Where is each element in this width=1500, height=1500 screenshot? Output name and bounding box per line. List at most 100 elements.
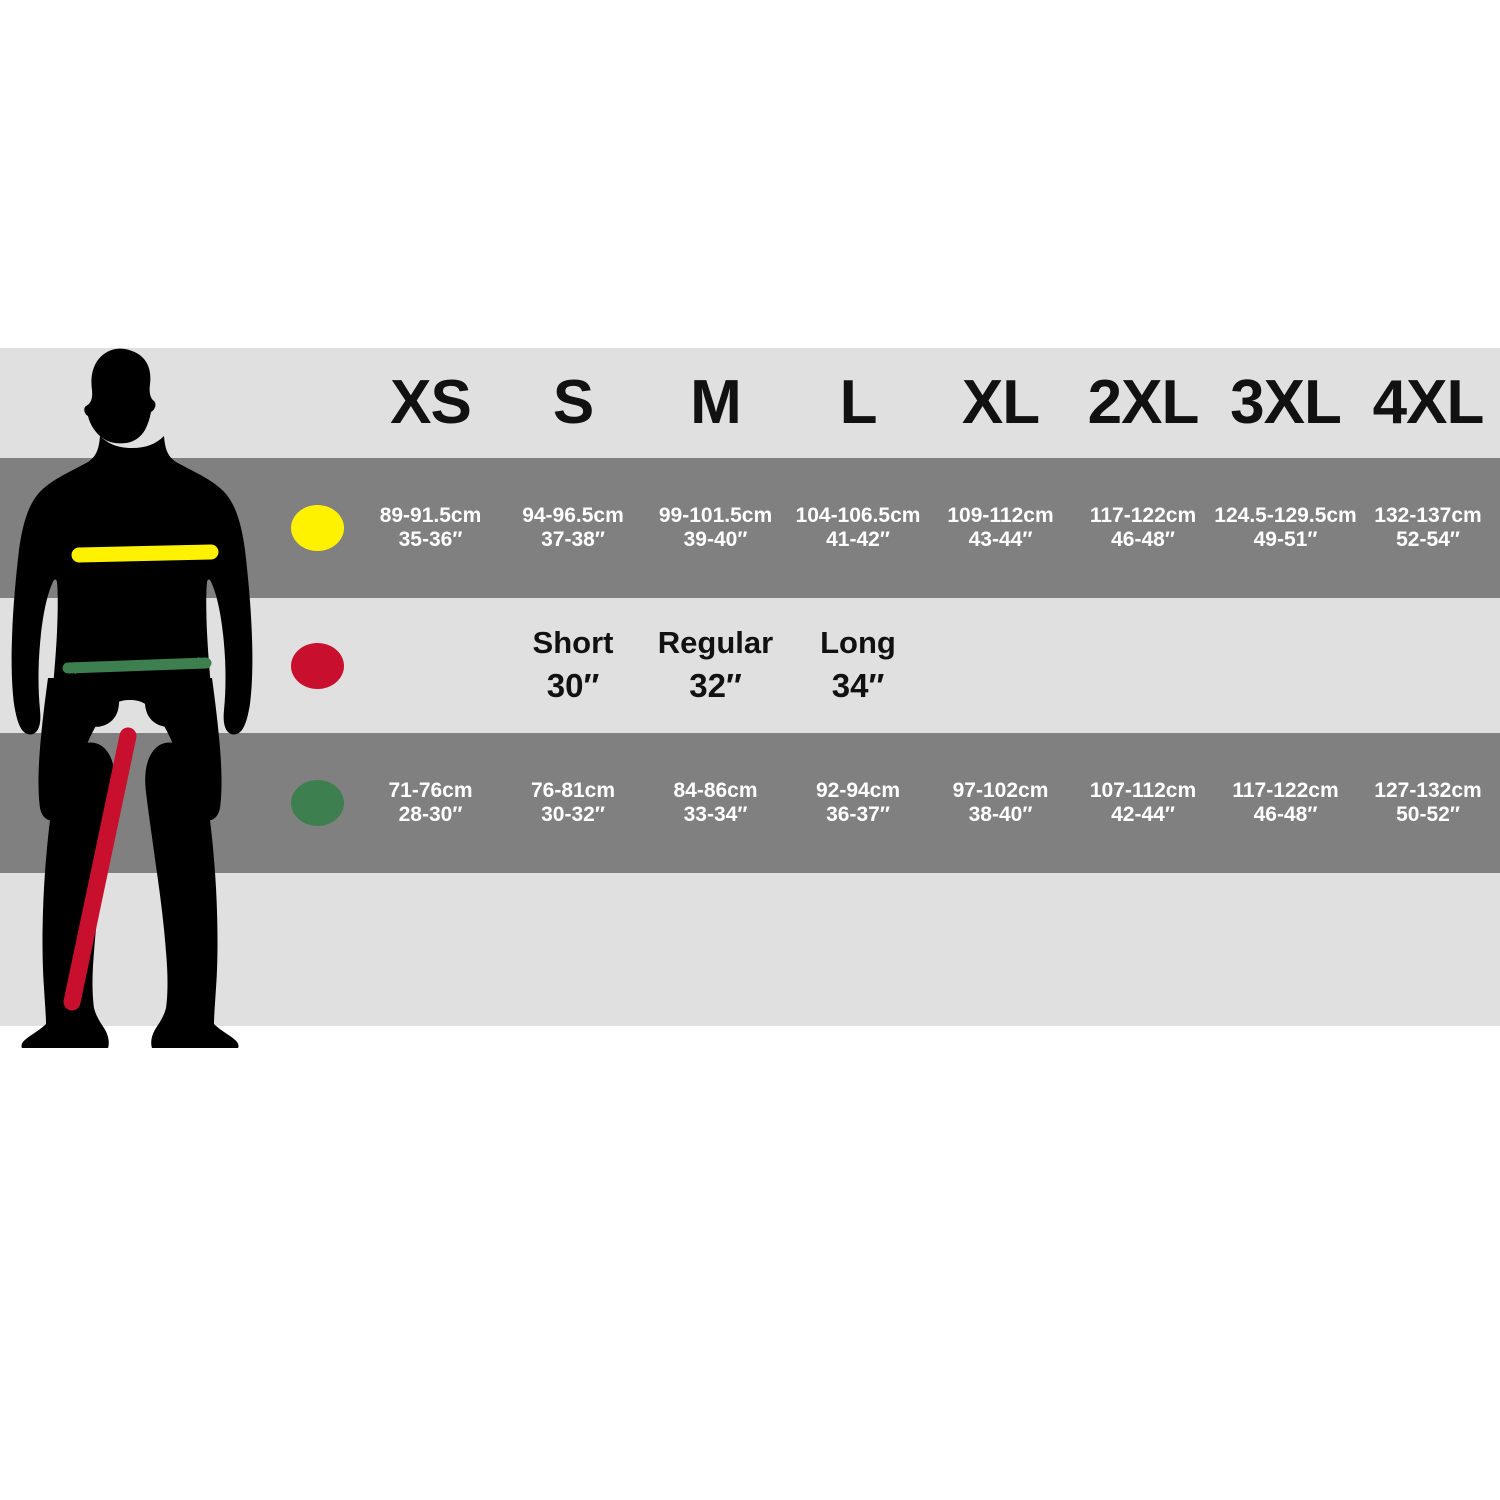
measurement-cm: 92-94cm — [815, 779, 901, 803]
inseam-cell-4xl — [1357, 598, 1499, 733]
size-header-3xl: 3XL — [1215, 348, 1356, 458]
size-header-label: XL — [961, 368, 1040, 438]
measurement-in: 52-54″ — [1396, 528, 1460, 551]
measurement-cell-waist-xs: 71-76cm 28-30″ — [360, 733, 501, 873]
inseam-cell-xs — [360, 598, 501, 733]
measurement-cm: 84-86cm — [673, 779, 758, 803]
inseam-cell-2xl — [1072, 598, 1214, 733]
measurement-cell-chest-l: 104-106.5cm 41-42″ — [787, 458, 929, 598]
size-header-s: S — [502, 348, 644, 458]
measurement-in: 35-36″ — [398, 528, 463, 551]
measurement-cm: 89-91.5cm — [379, 504, 482, 528]
measurement-cell-waist-3xl: 117-122cm 46-48″ — [1215, 733, 1356, 873]
size-header-xl: XL — [930, 348, 1071, 458]
measurement-in: 43-44″ — [968, 528, 1033, 551]
size-header-label: L — [839, 368, 878, 438]
size-header-label: 4XL — [1372, 368, 1485, 438]
size-header-2xl: 2XL — [1072, 348, 1214, 458]
measurement-cell-chest-xs: 89-91.5cm 35-36″ — [360, 458, 501, 598]
size-header-label: 3XL — [1230, 368, 1342, 438]
size-header-label: M — [690, 368, 742, 438]
measurement-cell-chest-4xl: 132-137cm 52-54″ — [1357, 458, 1499, 598]
measurement-cm: 124.5-129.5cm — [1214, 504, 1357, 528]
measurement-cm: 71-76cm — [388, 779, 473, 803]
measurement-cm: 117-122cm — [1089, 504, 1197, 528]
inseam-cell-m: Regular 32″ — [645, 598, 786, 733]
measurement-in: 50-52″ — [1396, 803, 1460, 826]
measurement-cm: 132-137cm — [1374, 504, 1482, 528]
size-header-label: 2XL — [1087, 368, 1200, 438]
inseam-cell-3xl — [1215, 598, 1356, 733]
green-dot — [291, 780, 344, 826]
inseam-cell-l: Long 34″ — [787, 598, 929, 733]
yellow-dot — [291, 505, 344, 551]
footer-cell-xs — [360, 873, 501, 1026]
measurement-in: 49-51″ — [1253, 528, 1318, 551]
footer-cell-3xl — [1215, 873, 1356, 1026]
size-header-label: S — [552, 368, 594, 438]
inseam-label: Long — [820, 625, 896, 661]
measurement-in: 39-40″ — [683, 528, 748, 551]
legend-header-cell — [282, 348, 353, 458]
legend-dot-cell-0 — [282, 458, 353, 598]
inseam-cell-xl — [930, 598, 1071, 733]
measurement-cell-chest-s: 94-96.5cm 37-38″ — [502, 458, 644, 598]
size-header-xs: XS — [360, 348, 501, 458]
measurement-cm: 76-81cm — [530, 779, 616, 803]
size-header-label: XS — [390, 368, 472, 438]
footer-cell-m — [645, 873, 786, 1026]
measurement-in: 38-40″ — [968, 803, 1033, 826]
chest-measure-line-icon — [71, 544, 219, 563]
measurement-cell-waist-m: 84-86cm 33-34″ — [645, 733, 786, 873]
measurement-cell-waist-4xl: 127-132cm 50-52″ — [1357, 733, 1499, 873]
measurement-cell-chest-2xl: 117-122cm 46-48″ — [1072, 458, 1214, 598]
footer-cell-xl — [930, 873, 1071, 1026]
inseam-label: Short — [532, 625, 614, 661]
inseam-label: Regular — [657, 625, 774, 661]
footer-cell-2xl — [1072, 873, 1214, 1026]
measurement-in: 46-48″ — [1111, 528, 1175, 551]
legend-dot-cell-1 — [282, 598, 353, 733]
inseam-cell-s: Short 30″ — [502, 598, 644, 733]
size-table: XS S M L XL 2XL 3XL 4XL 89-91.5cm 35-36″ 94-96.5cm… — [0, 348, 1500, 1026]
measurement-cm: 94-96.5cm — [522, 504, 624, 528]
measurement-in: 37-38″ — [541, 528, 605, 551]
measurement-in: 33-34″ — [683, 803, 748, 826]
inseam-value: 32″ — [689, 666, 742, 704]
measurement-in: 28-30″ — [398, 803, 463, 826]
body-figure-panel — [0, 348, 262, 1048]
measurement-cm: 117-122cm — [1232, 779, 1339, 803]
measurement-cell-chest-m: 99-101.5cm 39-40″ — [645, 458, 786, 598]
measurement-cell-waist-xl: 97-102cm 38-40″ — [930, 733, 1071, 873]
measurement-cm: 97-102cm — [952, 779, 1049, 803]
measurement-cm: 109-112cm — [947, 504, 1054, 528]
measurement-cm: 107-112cm — [1089, 779, 1197, 803]
measurement-cm: 99-101.5cm — [658, 504, 773, 528]
legend-dot-cell-2 — [282, 733, 353, 873]
legend-footer-cell — [282, 873, 353, 1026]
waist-measure-line-icon — [62, 657, 212, 674]
inseam-value: 30″ — [546, 666, 600, 704]
measurement-cm: 104-106.5cm — [795, 504, 921, 528]
measurement-cell-waist-s: 76-81cm 30-32″ — [502, 733, 644, 873]
footer-cell-l — [787, 873, 929, 1026]
inseam-measure-line-icon — [63, 727, 137, 1011]
footer-cell-4xl — [1357, 873, 1499, 1026]
measurement-cell-chest-xl: 109-112cm 43-44″ — [930, 458, 1071, 598]
measurement-cell-chest-3xl: 124.5-129.5cm 49-51″ — [1214, 458, 1357, 598]
inseam-value: 34″ — [831, 666, 885, 704]
size-header-4xl: 4XL — [1357, 348, 1499, 458]
measurement-cm: 127-132cm — [1374, 779, 1482, 803]
male-body-silhouette-icon — [11, 348, 253, 1048]
measurement-in: 30-32″ — [541, 803, 605, 826]
footer-cell-s — [502, 873, 644, 1026]
measurement-in: 36-37″ — [826, 803, 890, 826]
measurement-in: 46-48″ — [1253, 803, 1318, 826]
red-dot — [291, 642, 344, 689]
measurement-in: 42-44″ — [1111, 803, 1175, 826]
measurement-cell-waist-l: 92-94cm 36-37″ — [787, 733, 929, 873]
size-header-m: M — [645, 348, 786, 458]
measurement-cell-waist-2xl: 107-112cm 42-44″ — [1072, 733, 1214, 873]
measurement-in: 41-42″ — [826, 528, 890, 551]
